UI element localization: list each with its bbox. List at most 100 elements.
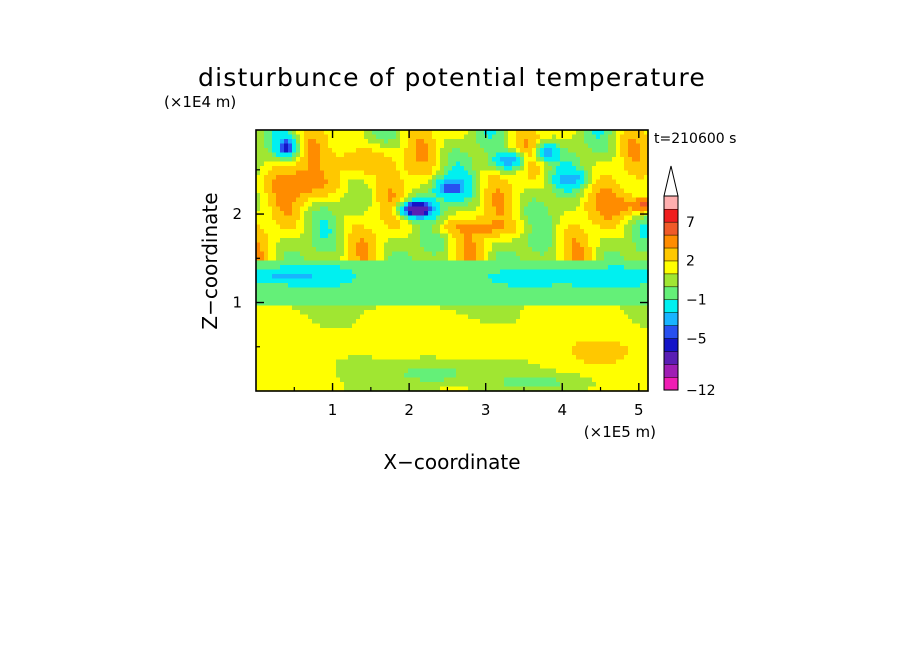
heatmap-cell (348, 202, 353, 208)
heatmap-cell (628, 247, 633, 253)
heatmap-cell (536, 350, 541, 356)
heatmap-cell (600, 166, 605, 172)
heatmap-cell (468, 238, 473, 244)
heatmap-cell (520, 238, 525, 244)
heatmap-cell (468, 341, 473, 347)
heatmap-cell (636, 166, 641, 172)
heatmap-cell (440, 233, 445, 239)
heatmap-cell (508, 238, 513, 244)
heatmap-cell (576, 215, 581, 221)
heatmap-cell (424, 341, 429, 347)
heatmap-cell (256, 292, 261, 298)
heatmap-cell (452, 175, 457, 181)
heatmap-cell (544, 134, 549, 140)
heatmap-cell (548, 287, 553, 293)
heatmap-cell (468, 170, 473, 176)
heatmap-cell (452, 287, 457, 293)
heatmap-cell (620, 170, 625, 176)
heatmap-cell (280, 292, 285, 298)
heatmap-cell (316, 193, 321, 199)
heatmap-cell (420, 247, 425, 253)
heatmap-cell (460, 278, 465, 284)
heatmap-cell (384, 152, 389, 158)
heatmap-cell (292, 310, 297, 316)
heatmap-cell (552, 251, 557, 257)
heatmap-cell (360, 152, 365, 158)
heatmap-cell (464, 134, 469, 140)
heatmap-cell (276, 337, 281, 343)
heatmap-cell (512, 202, 517, 208)
heatmap-cell (340, 193, 345, 199)
heatmap-cell (624, 314, 629, 320)
heatmap-cell (280, 305, 285, 311)
heatmap-cell (528, 247, 533, 253)
heatmap-cell (468, 301, 473, 307)
heatmap-cell (584, 175, 589, 181)
heatmap-cell (640, 305, 645, 311)
heatmap-cell (392, 143, 397, 149)
heatmap-cell (296, 314, 301, 320)
heatmap-cell (624, 287, 629, 293)
heatmap-cell (456, 139, 461, 145)
heatmap-cell (636, 238, 641, 244)
heatmap-cell (260, 332, 265, 338)
heatmap-cell (616, 350, 621, 356)
heatmap-cell (264, 206, 269, 212)
heatmap-cell (468, 287, 473, 293)
heatmap-cell (608, 211, 613, 217)
heatmap-cell (320, 143, 325, 149)
heatmap-cell (536, 265, 541, 271)
heatmap-cell (472, 337, 477, 343)
heatmap-cell (316, 242, 321, 248)
heatmap-cell (276, 341, 281, 347)
heatmap-cell (308, 260, 313, 266)
heatmap-cell (360, 314, 365, 320)
heatmap-cell (268, 139, 273, 145)
heatmap-cell (388, 305, 393, 311)
heatmap-cell (272, 193, 277, 199)
heatmap-cell (460, 215, 465, 221)
heatmap-cell (320, 175, 325, 181)
heatmap-cell (372, 215, 377, 221)
heatmap-cell (596, 229, 601, 235)
heatmap-cell (320, 310, 325, 316)
heatmap-cell (376, 265, 381, 271)
heatmap-cell (280, 211, 285, 217)
heatmap-cell (484, 184, 489, 190)
heatmap-cell (620, 305, 625, 311)
heatmap-cell (488, 292, 493, 298)
heatmap-cell (308, 287, 313, 293)
heatmap-cell (576, 251, 581, 257)
heatmap-cell (532, 251, 537, 257)
heatmap-cell (616, 301, 621, 307)
heatmap-cell (316, 247, 321, 253)
heatmap-cell (564, 247, 569, 253)
heatmap-cell (488, 179, 493, 185)
heatmap-cell (368, 233, 373, 239)
heatmap-cell (476, 161, 481, 167)
heatmap-cell (396, 143, 401, 149)
heatmap-cell (428, 305, 433, 311)
heatmap-cell (564, 260, 569, 266)
heatmap-cell (576, 229, 581, 235)
heatmap-cell (524, 157, 529, 163)
heatmap-cell (280, 197, 285, 203)
heatmap-cell (624, 319, 629, 325)
heatmap-cell (568, 305, 573, 311)
heatmap-cell (336, 161, 341, 167)
heatmap-cell (576, 206, 581, 212)
heatmap-cell (408, 337, 413, 343)
heatmap-cell (620, 319, 625, 325)
heatmap-cell (524, 179, 529, 185)
heatmap-cell (460, 323, 465, 329)
heatmap-cell (628, 323, 633, 329)
heatmap-cell (256, 224, 261, 230)
heatmap-cell (424, 130, 429, 136)
heatmap-cell (324, 274, 329, 280)
heatmap-cell (516, 256, 521, 262)
heatmap-cell (548, 179, 553, 185)
heatmap-cell (280, 188, 285, 194)
heatmap-cell (440, 220, 445, 226)
heatmap-cell (500, 247, 505, 253)
heatmap-cell (416, 184, 421, 190)
